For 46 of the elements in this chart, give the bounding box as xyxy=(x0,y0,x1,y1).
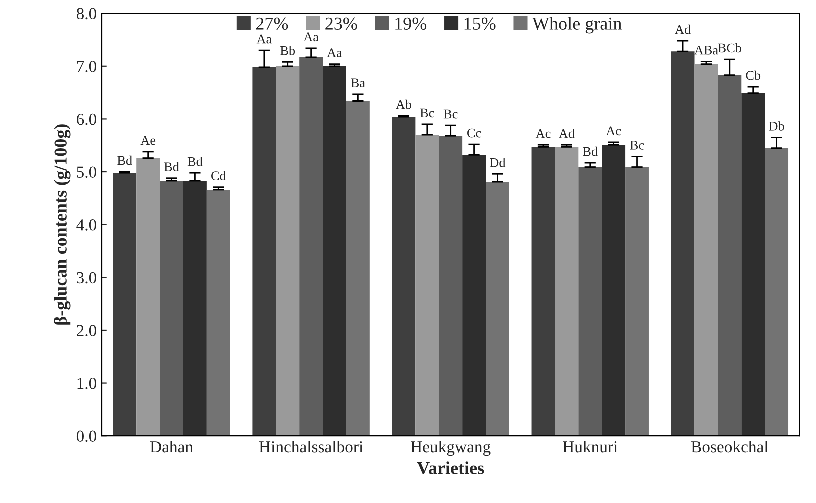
y-tick-label: 1.0 xyxy=(78,378,97,390)
y-tick-label: 3.0 xyxy=(77,272,97,284)
data-label: Db xyxy=(769,122,784,131)
data-label: Bb xyxy=(280,46,296,56)
x-tick-label: Hinchalssalbori xyxy=(259,440,364,453)
x-axis-title: Varieties xyxy=(417,462,484,474)
y-tick-label: 8.0 xyxy=(76,8,97,20)
y-tick-label: 4.0 xyxy=(76,220,97,231)
data-label: Cd xyxy=(211,171,226,180)
data-label: Ad xyxy=(559,128,575,138)
legend-label: 27% xyxy=(256,18,288,30)
data-label: Ac xyxy=(606,126,622,136)
data-label: Ba xyxy=(351,78,366,88)
y-axis-title: β-glucan contents (g/100g) xyxy=(54,124,71,325)
data-label: Bd xyxy=(188,156,203,166)
data-label: Ab xyxy=(396,100,412,110)
legend-label: 23% xyxy=(326,18,358,30)
data-label: Dd xyxy=(490,158,506,168)
data-label: Bd xyxy=(164,162,180,172)
y-tick-label: 5.0 xyxy=(77,166,97,178)
x-tick-label: Boseokchal xyxy=(692,440,768,453)
x-tick-label: Dahan xyxy=(150,440,194,453)
data-label: Ae xyxy=(140,136,156,146)
data-label: ABa xyxy=(694,46,718,55)
data-label: Aa xyxy=(327,48,342,58)
x-tick-label: Huknuri xyxy=(563,440,618,453)
data-label: Bc xyxy=(444,110,458,119)
legend-label: Whole grain xyxy=(532,17,622,34)
data-label: Bc xyxy=(420,108,434,118)
data-label: Ac xyxy=(536,129,551,138)
data-label: Bd xyxy=(583,146,598,156)
data-label: Bd xyxy=(118,156,132,166)
data-label: Aa xyxy=(256,34,272,44)
y-tick-label: 6.0 xyxy=(77,114,97,126)
data-label: Cb xyxy=(746,70,761,80)
data-label: BCb xyxy=(718,43,742,53)
data-label: Ad xyxy=(675,24,691,34)
data-label: Aa xyxy=(304,32,319,42)
y-tick-label: 0.0 xyxy=(76,430,97,442)
data-label: Bc xyxy=(630,141,644,150)
y-tick-label: 2.0 xyxy=(77,325,97,336)
y-tick-label: 7.0 xyxy=(77,61,97,72)
data-label: Cc xyxy=(467,128,482,138)
legend-label: 15% xyxy=(464,18,496,30)
legend-label: 19% xyxy=(396,18,427,30)
x-tick-label: Heukgwang xyxy=(411,440,491,456)
